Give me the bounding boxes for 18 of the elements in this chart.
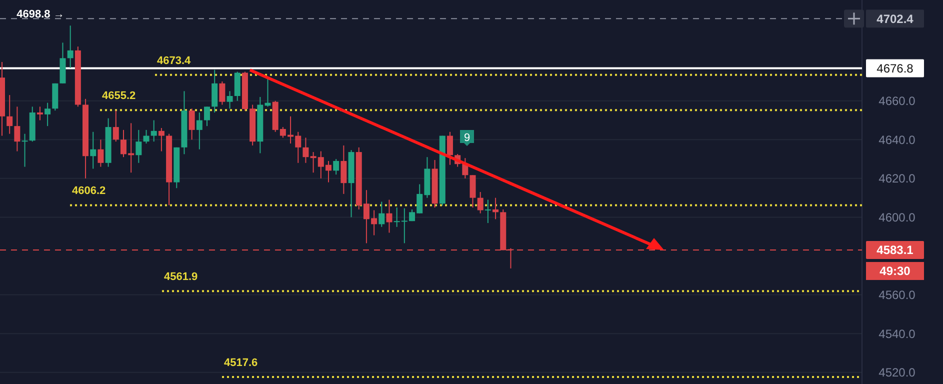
ref-line-label: 4561.9	[164, 271, 198, 284]
y-tick-label: 4540.0	[878, 326, 916, 341]
ref-line-label: 4702.4	[876, 12, 914, 26]
annotation: 9	[464, 132, 470, 144]
ref-line-label: 4606.2	[72, 185, 106, 198]
y-tick-label: 4640.0	[878, 132, 916, 147]
y-tick-label: 4560.0	[878, 288, 916, 302]
ref-line-label: 4517.6	[224, 357, 258, 370]
ref-line-label: 4583.1	[876, 243, 914, 258]
ref-line-label: 4676.8	[876, 61, 914, 76]
y-tick-label: 4520.0	[878, 366, 916, 380]
ref-line-label: 4673.4	[157, 54, 192, 67]
y-tick-label: 4620.0	[878, 172, 916, 186]
y-tick-label: 4660.0	[878, 94, 916, 108]
annotation: 4698.8 →	[16, 8, 64, 21]
text: 49:30	[880, 264, 911, 278]
ref-line-label: 4655.2	[102, 90, 136, 102]
y-tick-label: 4600.0	[878, 210, 916, 224]
